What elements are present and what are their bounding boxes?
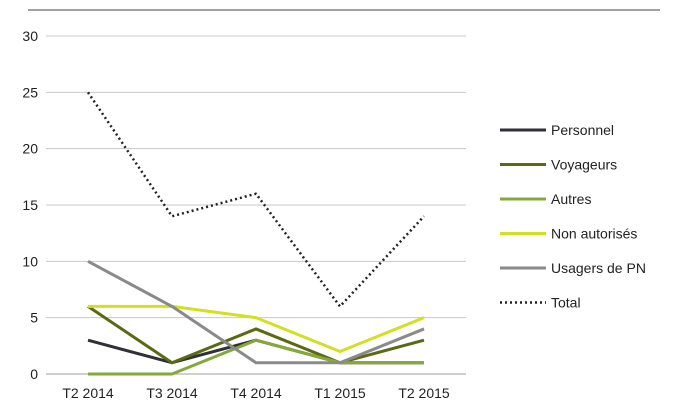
legend-label: Personnel (551, 122, 614, 138)
y-tick-label: 5 (30, 310, 38, 326)
legend-label: Total (551, 295, 581, 311)
legend-label: Usagers de PN (551, 260, 646, 276)
y-tick-label: 10 (22, 253, 38, 269)
y-tick-label: 0 (30, 366, 38, 382)
x-tick-label: T2 2015 (398, 385, 450, 401)
series-line-5 (86, 91, 425, 308)
series-line-3 (88, 304, 425, 353)
series-line-2 (88, 338, 424, 376)
y-tick-label: 20 (22, 141, 38, 157)
series-layer (86, 91, 425, 376)
series-line-4 (87, 260, 425, 365)
y-axis-ticks: 0 5 10 15 20 25 30 (22, 28, 38, 382)
legend-label: Voyageurs (551, 157, 617, 173)
x-tick-label: T2 2014 (62, 385, 114, 401)
legend-label: Non autorisés (551, 226, 637, 242)
legend-label: Autres (551, 191, 591, 207)
y-tick-label: 25 (22, 84, 38, 100)
series-line-0 (87, 338, 424, 365)
y-tick-label: 30 (22, 28, 38, 44)
legend: Personnel Voyageurs Autres Non autorisés Usa… (500, 122, 646, 311)
series-line-1 (87, 305, 425, 365)
x-tick-label: T1 2015 (314, 385, 366, 401)
x-tick-label: T3 2014 (146, 385, 198, 401)
x-axis-ticks: T2 2014 T3 2014 T4 2014 T1 2015 T2 2015 (62, 385, 450, 401)
x-tick-label: T4 2014 (230, 385, 282, 401)
y-tick-label: 15 (22, 197, 38, 213)
grid-layer (46, 35, 466, 375)
